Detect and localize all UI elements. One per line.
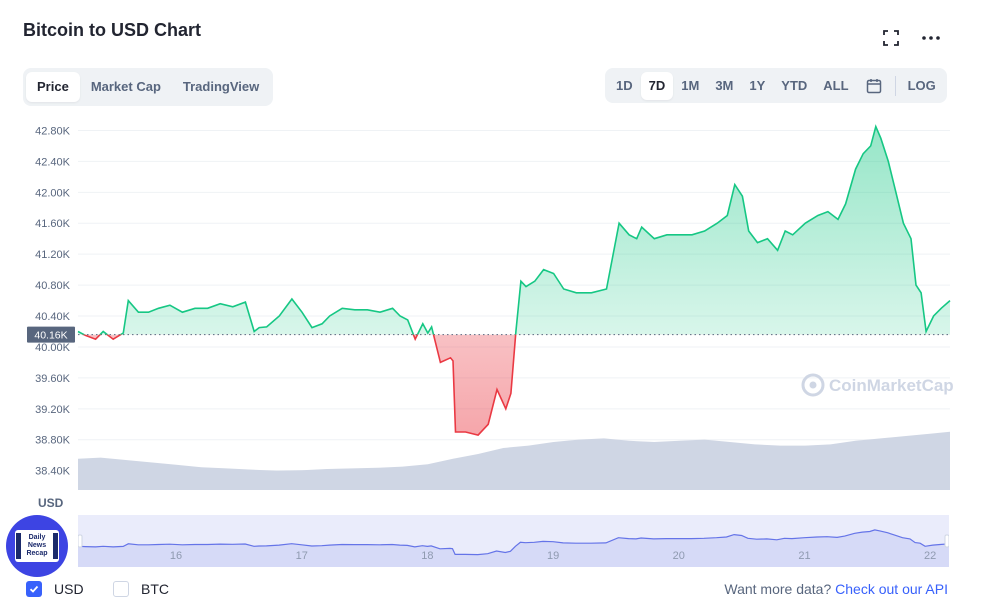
navigator-x-label: 22 bbox=[924, 550, 936, 562]
y-axis-labels: 42.80K 42.40K 42.00K 41.60K 41.20K 40.80K 40.4… bbox=[35, 125, 71, 477]
legend-btc-label: BTC bbox=[141, 581, 169, 597]
watermark-text: CoinMarketCap bbox=[829, 376, 954, 395]
y-tick-label: 42.40K bbox=[35, 156, 71, 168]
time-range-selector: 1D 7D 1M 3M 1Y YTD ALL LOG bbox=[605, 68, 947, 103]
range-1d-button[interactable]: 1D bbox=[616, 77, 633, 93]
navigator-handle-right[interactable] bbox=[944, 534, 949, 548]
btc-checkbox[interactable] bbox=[113, 581, 129, 597]
volume-bars bbox=[78, 431, 950, 490]
navigator-x-label: 19 bbox=[547, 550, 559, 562]
y-tick-label: 38.80K bbox=[35, 435, 71, 447]
navigator-x-labels: 16 17 18 19 20 21 22 bbox=[170, 550, 936, 562]
film-strip-right bbox=[53, 533, 58, 559]
y-tick-label: 42.80K bbox=[35, 125, 71, 137]
y-tick-label: 40.00K bbox=[35, 342, 71, 354]
range-navigator[interactable]: 16 17 18 19 20 21 22 bbox=[78, 515, 949, 567]
range-divider bbox=[894, 75, 896, 96]
range-3m-button[interactable]: 3M bbox=[715, 77, 734, 93]
navigator-line bbox=[78, 529, 949, 556]
legend-usd[interactable]: USD bbox=[26, 581, 84, 597]
y-tick-label: 40.80K bbox=[35, 280, 71, 292]
y-tick-label: 41.20K bbox=[35, 249, 71, 261]
chart-gridlines bbox=[78, 129, 950, 472]
api-promo: Want more data? Check out our API bbox=[724, 581, 948, 597]
check-icon bbox=[29, 585, 39, 593]
calendar-icon bbox=[866, 78, 881, 93]
reference-price-label: 40.16K bbox=[34, 330, 67, 342]
news-icon: Daily News Recap bbox=[15, 530, 59, 562]
y-tick-label: 40.40K bbox=[35, 311, 71, 323]
chart-actions bbox=[880, 26, 950, 48]
log-scale-toggle[interactable]: LOG bbox=[907, 77, 936, 93]
navigator-x-label: 18 bbox=[421, 550, 433, 562]
axis-currency-label: USD bbox=[38, 496, 64, 510]
range-1y-button[interactable]: 1Y bbox=[749, 77, 766, 93]
badge-text: Daily News Recap bbox=[23, 534, 51, 558]
daily-news-recap-badge[interactable]: Daily News Recap bbox=[6, 515, 68, 577]
tab-price[interactable]: Price bbox=[26, 72, 80, 102]
badge-line2: News bbox=[27, 542, 47, 549]
api-link[interactable]: Check out our API bbox=[835, 581, 948, 597]
range-7d-button[interactable]: 7D bbox=[640, 71, 674, 100]
reference-price-badge: 40.16K bbox=[27, 326, 75, 343]
navigator-x-label: 16 bbox=[170, 550, 182, 562]
navigator-x-label: 21 bbox=[798, 550, 810, 562]
price-area-up bbox=[78, 126, 950, 335]
coinmarketcap-watermark: CoinMarketCap bbox=[801, 373, 954, 397]
price-line-up bbox=[77, 124, 951, 335]
badge-line1: Daily bbox=[28, 534, 46, 541]
fullscreen-icon[interactable] bbox=[882, 29, 900, 47]
legend-btc[interactable]: BTC bbox=[113, 581, 169, 597]
api-prompt: Want more data? bbox=[724, 581, 832, 597]
y-tick-label: 38.40K bbox=[35, 466, 71, 478]
badge-line3: Recap bbox=[26, 550, 48, 557]
tab-tradingview[interactable]: TradingView bbox=[182, 79, 260, 94]
price-chart[interactable]: 42.80K 42.40K 42.00K 41.60K 41.20K 40.80K 40.4… bbox=[0, 110, 983, 495]
y-tick-label: 42.00K bbox=[35, 187, 71, 199]
film-strip-left bbox=[16, 533, 21, 559]
y-tick-label: 39.20K bbox=[35, 404, 71, 416]
more-icon[interactable] bbox=[920, 29, 942, 47]
navigator-handle-left[interactable] bbox=[78, 534, 83, 548]
date-picker-button[interactable] bbox=[857, 72, 891, 100]
legend-usd-label: USD bbox=[54, 581, 84, 597]
range-ytd-button[interactable]: YTD bbox=[781, 77, 808, 93]
volume-area bbox=[78, 431, 950, 490]
range-1m-button[interactable]: 1M bbox=[681, 77, 700, 93]
range-all-button[interactable]: ALL bbox=[823, 77, 849, 93]
y-tick-label: 39.60K bbox=[35, 373, 71, 385]
page-title: Bitcoin to USD Chart bbox=[23, 20, 201, 40]
y-tick-label: 41.60K bbox=[35, 218, 71, 230]
usd-checkbox[interactable] bbox=[26, 581, 42, 597]
tab-market-cap[interactable]: Market Cap bbox=[90, 79, 161, 94]
chart-type-tabs: Price Market Cap TradingView bbox=[23, 68, 274, 106]
navigator-x-label: 17 bbox=[296, 550, 308, 562]
navigator-x-label: 20 bbox=[673, 550, 685, 562]
